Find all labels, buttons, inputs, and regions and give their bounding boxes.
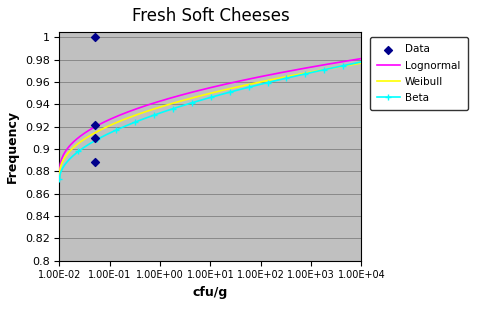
- Lognormal: [56, 172, 62, 176]
- Data: [91, 35, 99, 40]
- Weibull: [274, 77, 280, 80]
- Line: Beta: Beta: [56, 59, 365, 183]
- Lognormal: [247, 77, 252, 81]
- Beta: [176, 105, 182, 109]
- Beta: [155, 112, 161, 116]
- Weibull: [93, 130, 99, 134]
- Lognormal: [358, 57, 364, 60]
- Lognormal: [93, 124, 99, 128]
- Line: Lognormal: Lognormal: [59, 59, 361, 174]
- Data: [91, 160, 99, 165]
- Lognormal: [276, 71, 282, 75]
- Beta: [247, 85, 252, 89]
- X-axis label: cfu/g: cfu/g: [193, 286, 228, 299]
- Lognormal: [176, 94, 182, 98]
- Beta: [274, 78, 280, 82]
- Weibull: [56, 174, 62, 178]
- Weibull: [247, 82, 252, 86]
- Weibull: [155, 106, 161, 110]
- Lognormal: [274, 72, 280, 75]
- Beta: [56, 177, 62, 181]
- Lognormal: [155, 100, 161, 104]
- Beta: [93, 138, 99, 142]
- Line: Weibull: Weibull: [59, 63, 361, 176]
- Y-axis label: Frequency: Frequency: [6, 110, 19, 183]
- Weibull: [176, 100, 182, 103]
- Beta: [276, 78, 282, 82]
- Title: Fresh Soft Cheeses: Fresh Soft Cheeses: [132, 7, 289, 25]
- Weibull: [358, 61, 364, 65]
- Legend: Data, Lognormal, Weibull, Beta: Data, Lognormal, Weibull, Beta: [370, 37, 468, 110]
- Data: [91, 135, 99, 141]
- Data: [91, 122, 99, 127]
- Weibull: [276, 76, 282, 80]
- Beta: [358, 60, 364, 64]
